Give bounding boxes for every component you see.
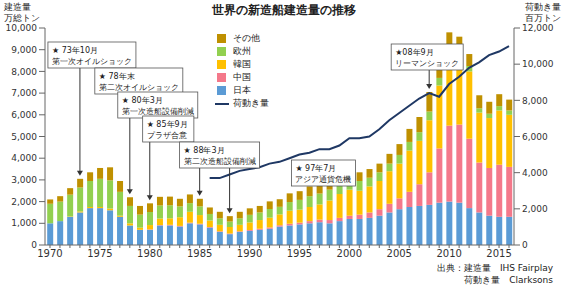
html-text:万総トン: 万総トン: [4, 13, 40, 23]
svg-text:2005: 2005: [387, 248, 412, 259]
html-text:百万トン: 百万トン: [525, 13, 561, 23]
svg-text:2,000: 2,000: [522, 204, 548, 214]
svg-text:8,000: 8,000: [11, 67, 37, 77]
svg-text:アジア通貨危機: アジア通貨危機: [295, 175, 351, 184]
svg-text:5,000: 5,000: [11, 132, 37, 142]
svg-text:2015: 2015: [486, 248, 511, 259]
svg-text:8,000: 8,000: [522, 96, 548, 106]
html-text:荷動き量: 荷動き量: [233, 98, 269, 108]
svg-text:1980: 1980: [137, 248, 162, 259]
svg-text:9,000: 9,000: [11, 45, 37, 55]
svg-text:★ 85年9月: ★ 85年9月: [147, 120, 188, 129]
svg-text:★ 73年10月: ★ 73年10月: [52, 46, 98, 55]
html-text:日本: 日本: [233, 85, 251, 95]
svg-text:1975: 1975: [87, 248, 112, 259]
svg-text:★ 78年末: ★ 78年末: [99, 72, 135, 81]
svg-text:プラザ合意: プラザ合意: [147, 131, 187, 140]
svg-text:2000: 2000: [337, 248, 362, 259]
html-text:荷動き量: 荷動き量: [525, 2, 561, 12]
svg-text:第一次オイルショック: 第一次オイルショック: [52, 57, 132, 66]
svg-text:1995: 1995: [287, 248, 312, 259]
html-text:欧州: 欧州: [233, 46, 251, 56]
svg-text:★ 80年3月: ★ 80年3月: [122, 96, 163, 105]
svg-text:7,000: 7,000: [11, 88, 37, 98]
svg-text:リーマンショック: リーマンショック: [395, 59, 459, 68]
svg-text:2,000: 2,000: [11, 197, 37, 207]
svg-text:1970: 1970: [37, 248, 62, 259]
svg-text:12,000: 12,000: [522, 23, 554, 33]
svg-text:6,000: 6,000: [522, 132, 548, 142]
svg-text:4,000: 4,000: [11, 153, 37, 163]
html-text:韓国: 韓国: [233, 59, 251, 69]
html-text:世界の新造船建造量の推移: 世界の新造船建造量の推移: [211, 3, 356, 17]
svg-text:6,000: 6,000: [11, 110, 37, 120]
svg-text:★ 97年7月: ★ 97年7月: [295, 164, 336, 173]
svg-text:1,000: 1,000: [11, 218, 37, 228]
html-text:荷動き量 Clarksons: 荷動き量 Clarksons: [464, 275, 553, 285]
html-text:中国: 中国: [233, 72, 251, 82]
svg-text:2010: 2010: [436, 248, 461, 259]
svg-text:0: 0: [31, 240, 37, 250]
svg-text:第一次造船設備削減: 第一次造船設備削減: [122, 107, 194, 116]
svg-text:10,000: 10,000: [8, 23, 37, 33]
svg-text:1990: 1990: [237, 248, 262, 259]
svg-text:1985: 1985: [187, 248, 212, 259]
html-text:その他: その他: [233, 33, 260, 43]
svg-text:★ 88年3月: ★ 88年3月: [184, 146, 225, 155]
svg-text:4,000: 4,000: [522, 168, 548, 178]
svg-text:★08年9月: ★08年9月: [395, 48, 433, 57]
html-text:出典：建造量 IHS Fairplay: 出典：建造量 IHS Fairplay: [436, 263, 553, 273]
svg-text:0: 0: [522, 240, 528, 250]
svg-text:第二次造船設備削減: 第二次造船設備削減: [184, 157, 256, 166]
svg-text:10,000: 10,000: [522, 59, 554, 69]
svg-text:第二次オイルショック: 第二次オイルショック: [99, 83, 179, 92]
html-text:建造量: 建造量: [4, 2, 31, 12]
svg-text:3,000: 3,000: [11, 175, 37, 185]
